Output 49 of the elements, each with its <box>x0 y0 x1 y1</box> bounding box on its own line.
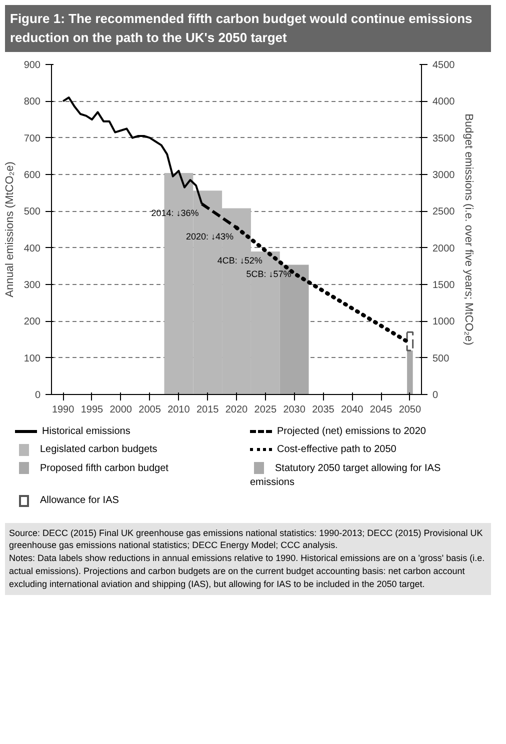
legend-label: Allowance for IAS <box>40 495 119 506</box>
annotation: 2014: ↓36% <box>151 208 199 218</box>
legend-label: Projected (net) emissions to 2020 <box>277 426 426 438</box>
x-tick-label: 1990 <box>52 404 75 416</box>
x-tick-label: 2015 <box>196 404 220 416</box>
x-tick-label: 2020 <box>225 404 248 416</box>
annotation: 4CB: ↓52% <box>217 256 262 266</box>
y-axis-title: Annual emissions (MtCO₂e) <box>4 162 16 298</box>
y-tick-label: 0 <box>34 390 41 402</box>
annotation: 2020: ↓43% <box>186 232 234 242</box>
legend-label: Statutory 2050 target allowing for IAS emissions <box>250 462 441 488</box>
y-tick-label: 900 <box>24 60 41 72</box>
annotation: 5CB: ↓57% <box>246 269 292 280</box>
y-tick-label: 200 <box>24 316 41 328</box>
source-note: Source: DECC (2015) Final UK greenhouse gas emissions national statistics: 1990-2013; DECC (2015) Provisional UK greenhouse gas emissions national statistics; DECC Energy Model; CCC analysis. <box>9 528 483 550</box>
y-tick-label: 500 <box>24 206 41 218</box>
x-tick-label: 2050 <box>398 404 422 416</box>
y2-tick-label: 3500 <box>432 133 456 144</box>
legend-label: Proposed fifth carbon budget <box>40 462 168 474</box>
y2-tick-label: 4000 <box>432 96 456 108</box>
legend-label: Cost-effective path to 2050 <box>277 444 396 456</box>
x-tick-label: 2000 <box>110 404 132 416</box>
y-tick-label: 300 <box>24 280 41 292</box>
y2-tick-label: 1500 <box>432 280 456 292</box>
y2-tick-label: 0 <box>432 390 438 402</box>
y2-tick-label: 500 <box>432 353 450 364</box>
y2-tick-label: 4500 <box>432 60 456 72</box>
y2-axis-title: Budget emissions (i.e. over five years; MtCO₂e) <box>462 114 475 346</box>
y-tick-label: 400 <box>24 243 41 254</box>
y2-tick-label: 1000 <box>432 316 456 328</box>
x-tick-label: 2045 <box>370 404 393 416</box>
x-tick-label: 2040 <box>341 404 364 416</box>
y2-tick-label: 2000 <box>432 243 456 254</box>
legend-label: Historical emissions <box>42 426 130 438</box>
y-tick-label: 800 <box>24 96 41 108</box>
y-tick-label: 100 <box>24 353 41 364</box>
y-tick-label: 700 <box>24 133 41 144</box>
x-tick-label: 2025 <box>254 404 277 416</box>
x-tick-label: 1995 <box>80 404 104 416</box>
x-tick-label: 2010 <box>168 404 190 416</box>
chart-title: Figure 1: The recommended fifth carbon budget would continue emissions reduction on the path to the UK's 2050 target <box>5 5 491 52</box>
y-tick-label: 600 <box>24 170 41 182</box>
x-tick-label: 2035 <box>312 404 335 416</box>
text: Notes: Data labels show reductions in annual emissions relative to 1990. Historical emissions are on a 'gross' basis (i.e. actual emissions). Projections and carbon budgets are on the current budget accounting basis: net carbon account excluding international aviation and shipping (IAS), but allowing for IAS to be included in the 2050 target. <box>9 553 485 589</box>
y2-tick-label: 2500 <box>432 206 456 218</box>
x-tick-label: 2005 <box>138 404 162 416</box>
legend-label: Legislated carbon budgets <box>40 444 158 456</box>
x-tick-label: 2030 <box>283 404 306 416</box>
y2-tick-label: 3000 <box>432 170 456 182</box>
